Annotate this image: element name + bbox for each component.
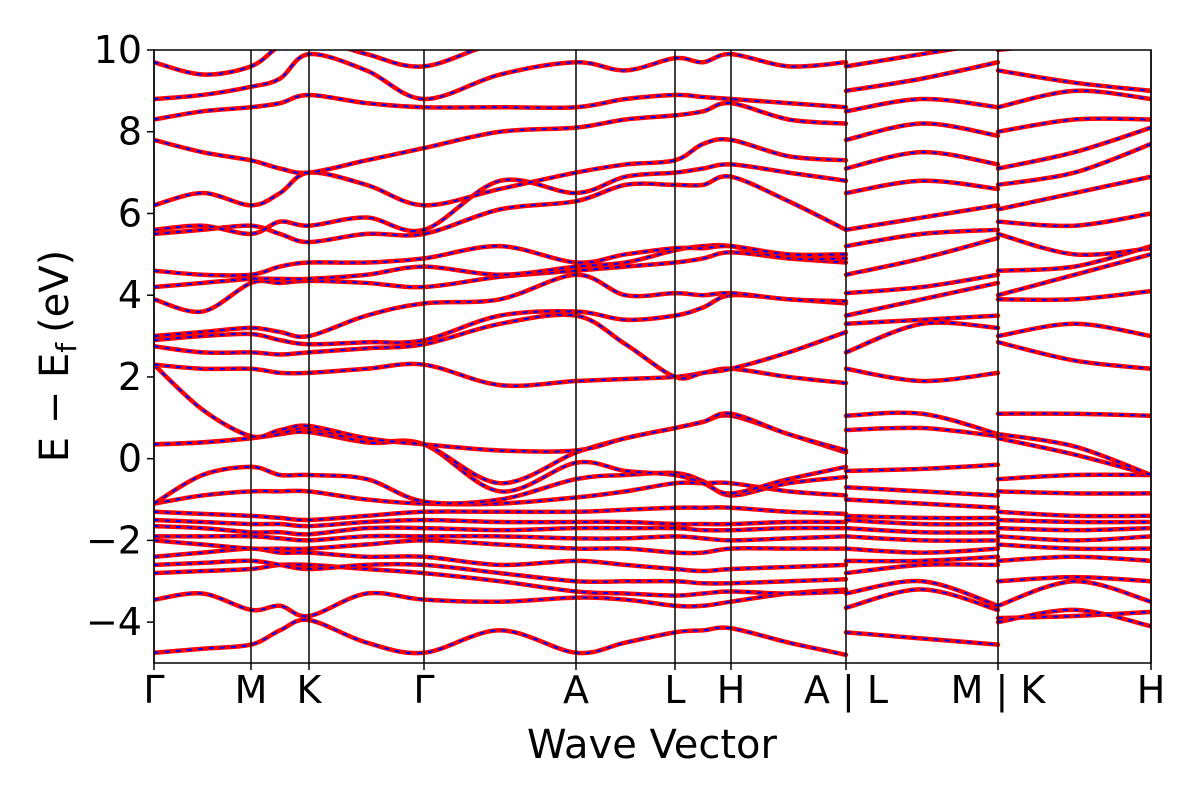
band-line-dashed (154, 102, 1151, 174)
x-tick-label: M | K (951, 668, 1047, 713)
band-line (154, 51, 1151, 102)
y-tick-label: 6 (118, 191, 142, 235)
y-tick-label: 4 (118, 273, 142, 317)
band-line (154, 429, 1151, 496)
band-line (154, 312, 1151, 381)
band-line-dashed (154, 313, 1151, 380)
plot-area (154, 50, 1151, 658)
band-line-dashed (154, 610, 1151, 656)
band-line-dashed (154, 539, 1151, 555)
y-tick-label: 2 (118, 355, 142, 399)
y-tick-label: 10 (94, 28, 142, 72)
band-line (154, 50, 1018, 77)
y-axis-label: E − Ef (eV) (32, 250, 83, 463)
y-tick-label: 0 (118, 437, 142, 481)
band-line-dashed (154, 363, 1151, 453)
band-line-dashed (154, 547, 1151, 573)
plot-frame (153, 49, 1152, 664)
x-tick-label: M (235, 668, 268, 712)
band-line-dashed (154, 341, 1151, 387)
band-line-dashed (154, 588, 1151, 628)
x-tick-label: H (717, 668, 746, 712)
y-tick-label: −2 (86, 518, 142, 562)
band-line-dashed (154, 89, 1151, 121)
band-line-dashed (154, 465, 1151, 505)
x-axis-label: Wave Vector (527, 722, 778, 768)
band-line-dashed (154, 563, 1151, 607)
band-line-dashed (154, 175, 1151, 244)
band-line-dashed (154, 430, 1151, 495)
band-line-dashed (154, 414, 1151, 485)
band-line-dashed (154, 559, 1151, 585)
band-line-dashed (154, 232, 1151, 289)
band-line-dashed (154, 518, 1151, 528)
y-tick-label: −4 (86, 600, 142, 644)
y-label-sub: f (50, 342, 83, 353)
x-tick-label: K (297, 668, 323, 712)
band-line-dashed (154, 253, 1151, 338)
band-line-dashed (154, 535, 1151, 542)
band-line-dashed (154, 50, 1007, 76)
x-tick-label: A | L (804, 668, 888, 713)
band-line-dashed (154, 53, 1151, 101)
band-line-dashed (154, 481, 1151, 509)
band-line-dashed (154, 525, 1151, 536)
band-line-dashed (154, 245, 1151, 313)
band-line-dashed (154, 290, 1151, 346)
band-line-dashed (154, 212, 1151, 277)
band-line (154, 480, 1151, 510)
band-line-dashed (154, 506, 1151, 522)
x-tick-label: Γ (413, 668, 434, 712)
x-tick-label: H (1137, 668, 1166, 712)
y-tick-label: 8 (118, 110, 142, 154)
x-tick-label: A (563, 668, 589, 712)
x-tick-label: Γ (143, 668, 164, 712)
y-label-main: E − E (32, 353, 78, 463)
band-line (154, 125, 1151, 208)
x-tick-label: L (664, 668, 685, 712)
y-label-unit: (eV) (32, 250, 78, 333)
band-line-dashed (154, 143, 1151, 235)
band-line-dashed (154, 126, 1151, 207)
